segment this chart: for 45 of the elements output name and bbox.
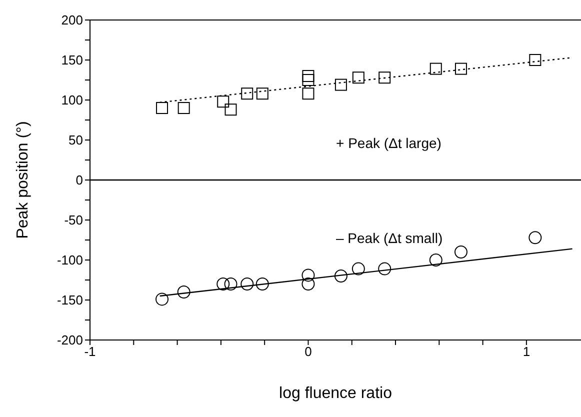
point	[529, 54, 542, 66]
point	[217, 96, 230, 108]
y-tick-label: 100	[61, 92, 83, 108]
point	[454, 62, 467, 75]
point	[352, 72, 364, 84]
point	[429, 254, 442, 266]
x-tick-label: -1	[84, 344, 96, 360]
x-axis-title: log fluence ratio	[279, 385, 392, 402]
y-tick-label: 150	[61, 52, 83, 68]
x-tick-label: 1	[522, 344, 530, 360]
point	[156, 102, 168, 114]
point	[430, 62, 442, 75]
y-tick-label: 200	[61, 12, 83, 28]
point	[302, 278, 315, 290]
point	[156, 292, 169, 306]
point	[454, 246, 468, 258]
y-tick-label: -50	[64, 212, 83, 228]
point	[240, 278, 254, 290]
point	[256, 88, 268, 100]
y-tick-label: -200	[56, 332, 83, 348]
y-tick-label: 50	[68, 132, 83, 148]
point	[378, 262, 392, 276]
point	[334, 270, 348, 282]
y-axis-title: Peak position (°)	[14, 121, 32, 239]
point	[302, 88, 314, 100]
point	[256, 278, 269, 290]
annotation: + Peak (Δt large)	[336, 135, 442, 151]
annotation: – Peak (Δt small)	[336, 230, 443, 246]
point	[528, 231, 542, 244]
point	[302, 74, 314, 86]
point	[352, 262, 365, 276]
point	[378, 72, 391, 84]
point	[177, 286, 190, 298]
point	[224, 104, 237, 116]
point	[178, 102, 190, 114]
point	[216, 278, 230, 290]
point	[302, 268, 315, 282]
point	[302, 70, 314, 82]
y-tick-label: -150	[56, 292, 83, 308]
x-tick-label: 0	[304, 344, 312, 360]
point	[334, 78, 347, 91]
point	[241, 88, 254, 100]
y-tick-label: 0	[76, 172, 83, 188]
point	[224, 278, 238, 290]
y-tick-label: -100	[56, 252, 83, 268]
